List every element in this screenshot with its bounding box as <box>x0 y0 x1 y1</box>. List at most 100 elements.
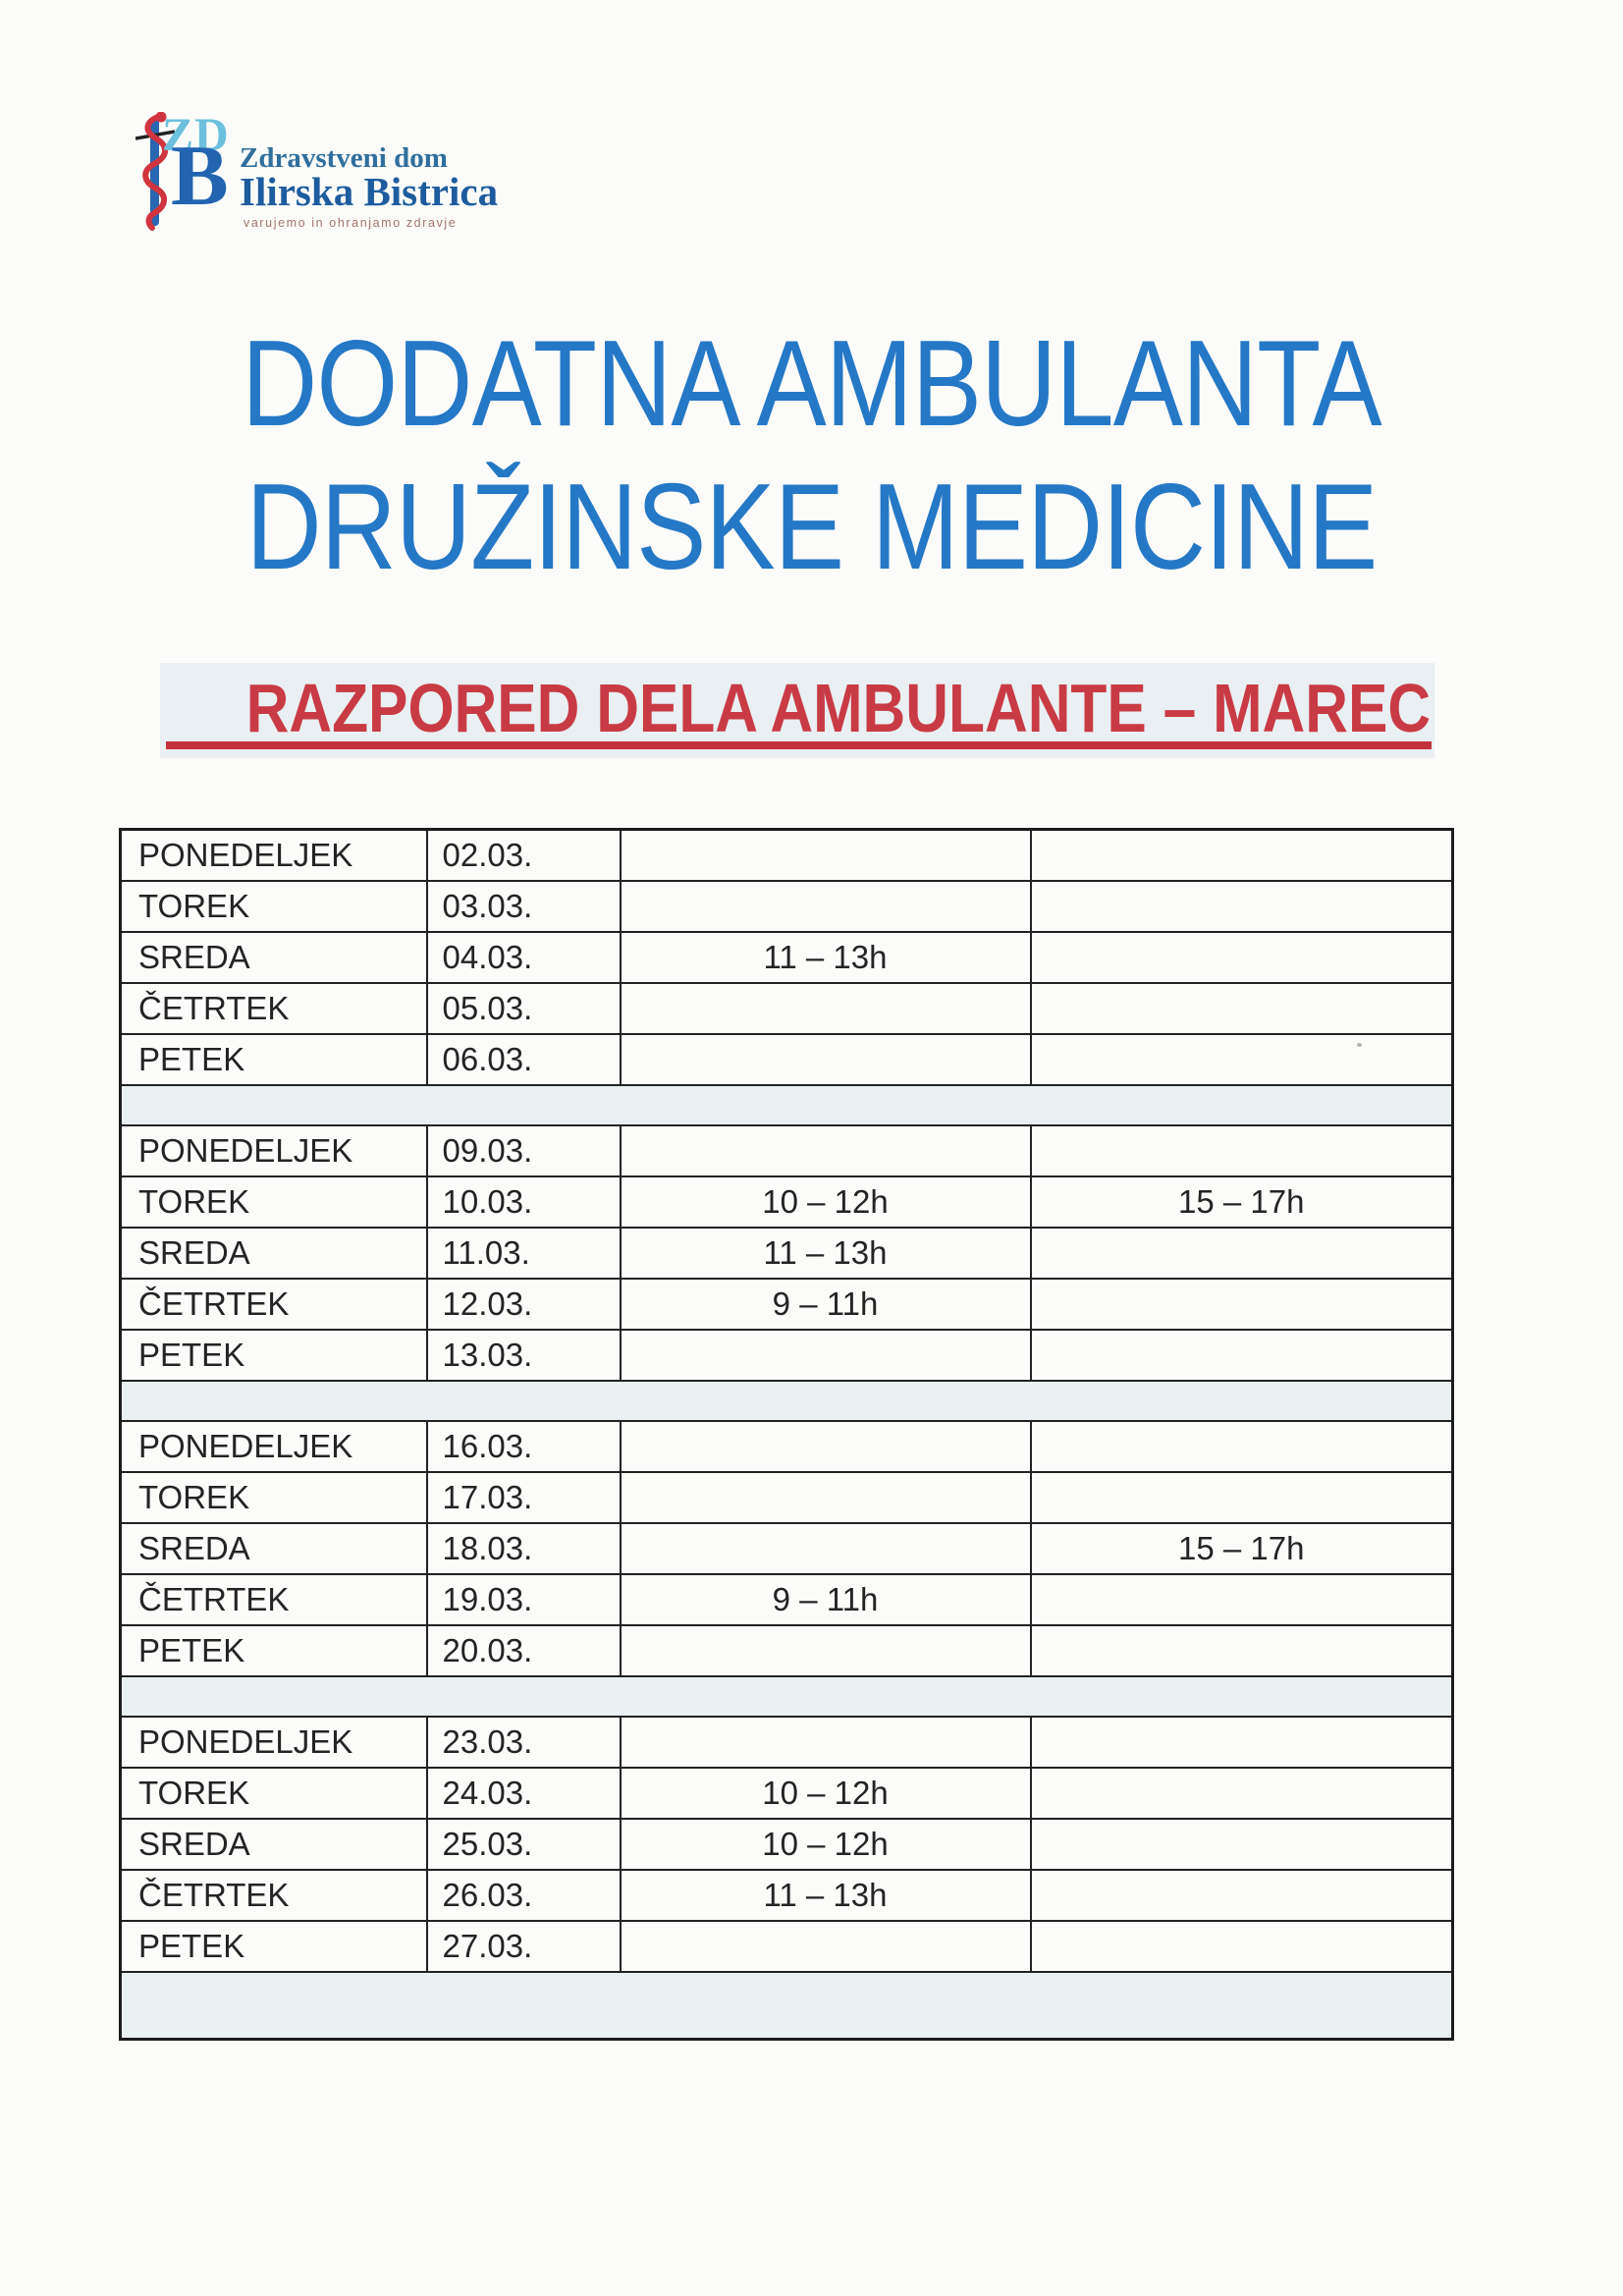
schedule-row: TOREK 10.03. 10 – 12h 15 – 17h <box>119 1175 1454 1229</box>
day-cell: ČETRTEK <box>119 1573 428 1626</box>
schedule-row: ČETRTEK 12.03. 9 – 11h <box>119 1278 1454 1331</box>
day-cell: PETEK <box>119 1920 428 1973</box>
time-slot-1-cell <box>619 828 1032 882</box>
day-cell: ČETRTEK <box>119 982 428 1035</box>
logo-monogram-zd: ZD <box>162 109 230 161</box>
day-cell: ČETRTEK <box>119 1278 428 1331</box>
page-title-line2: DRUŽINSKE MEDICINE <box>245 460 1379 595</box>
schedule-row: ČETRTEK 26.03. 11 – 13h <box>119 1869 1454 1922</box>
date-cell: 05.03. <box>425 982 622 1035</box>
time-slot-1-cell <box>619 1522 1032 1575</box>
time-slot-1-cell: 11 – 13h <box>619 1227 1032 1280</box>
time-slot-1-cell: 10 – 12h <box>619 1175 1032 1229</box>
date-cell: 24.03. <box>425 1767 622 1820</box>
time-slot-2-cell <box>1029 1124 1454 1177</box>
day-cell: SREDA <box>119 1227 428 1280</box>
day-cell: TOREK <box>119 1471 428 1524</box>
day-cell: TOREK <box>119 880 428 933</box>
time-slot-1-cell: 9 – 11h <box>619 1573 1032 1626</box>
time-slot-2-cell <box>1029 1227 1454 1280</box>
date-cell: 16.03. <box>425 1420 622 1473</box>
org-tagline: varujemo in ohranjamo zdravje <box>243 216 458 231</box>
schedule-row: PONEDELJEK 23.03. <box>119 1716 1454 1769</box>
week-separator-cell <box>119 1380 1454 1422</box>
time-slot-1-cell <box>619 1033 1032 1086</box>
subtitle-text: RAZPORED DELA AMBULANTE – MAREC <box>245 670 1432 746</box>
page-title: DODATNA AMBULANTA DRUŽINSKE MEDICINE <box>0 312 1623 599</box>
week-separator-cell <box>119 1971 1454 2041</box>
week-separator-row <box>119 1084 1454 1126</box>
day-cell: SREDA <box>119 1818 428 1871</box>
schedule-row: ČETRTEK 19.03. 9 – 11h <box>119 1573 1454 1626</box>
schedule-row: PETEK 13.03. <box>119 1329 1454 1382</box>
time-slot-1-cell <box>619 1920 1032 1973</box>
schedule-row: SREDA 25.03. 10 – 12h <box>119 1818 1454 1871</box>
week-separator-row <box>119 1380 1454 1422</box>
subtitle-underline <box>166 741 1432 749</box>
clinic-logo: ZD B Zdravstveni dom Ilirska Bistrica va… <box>135 110 548 247</box>
day-cell: PETEK <box>119 1033 428 1086</box>
time-slot-2-cell <box>1029 1869 1454 1922</box>
time-slot-1-cell <box>619 1471 1032 1524</box>
time-slot-1-cell <box>619 982 1032 1035</box>
schedule-row: PETEK 06.03. <box>119 1033 1454 1086</box>
schedule-row: SREDA 11.03. 11 – 13h <box>119 1227 1454 1280</box>
schedule-row: TOREK 24.03. 10 – 12h <box>119 1767 1454 1820</box>
time-slot-2-cell <box>1029 1420 1454 1473</box>
time-slot-2-cell <box>1029 1573 1454 1626</box>
date-cell: 20.03. <box>425 1624 622 1677</box>
time-slot-2-cell <box>1029 1920 1454 1973</box>
org-name-line2: Ilirska Bistrica <box>240 169 499 215</box>
day-cell: PONEDELJEK <box>119 1716 428 1769</box>
time-slot-2-cell <box>1029 1818 1454 1871</box>
day-cell: TOREK <box>119 1175 428 1229</box>
day-cell: PONEDELJEK <box>119 828 428 882</box>
time-slot-1-cell <box>619 1716 1032 1769</box>
date-cell: 17.03. <box>425 1471 622 1524</box>
time-slot-2-cell <box>1029 1329 1454 1382</box>
date-cell: 26.03. <box>425 1869 622 1922</box>
time-slot-2-cell <box>1029 1033 1454 1086</box>
asclepius-staff-icon <box>135 112 175 231</box>
time-slot-2-cell <box>1029 1471 1454 1524</box>
time-slot-1-cell: 11 – 13h <box>619 1869 1032 1922</box>
date-cell: 27.03. <box>425 1920 622 1973</box>
time-slot-1-cell <box>619 880 1032 933</box>
week-separator-cell <box>119 1675 1454 1718</box>
org-name-line1: Zdravstveni dom <box>240 142 448 174</box>
week-separator-cell <box>119 1084 1454 1126</box>
time-slot-1-cell <box>619 1624 1032 1677</box>
schedule-row: ČETRTEK 05.03. <box>119 982 1454 1035</box>
time-slot-1-cell: 9 – 11h <box>619 1278 1032 1331</box>
date-cell: 09.03. <box>425 1124 622 1177</box>
time-slot-2-cell <box>1029 982 1454 1035</box>
day-cell: PONEDELJEK <box>119 1420 428 1473</box>
time-slot-1-cell <box>619 1329 1032 1382</box>
date-cell: 06.03. <box>425 1033 622 1086</box>
date-cell: 12.03. <box>425 1278 622 1331</box>
day-cell: SREDA <box>119 1522 428 1575</box>
schedule-row: PETEK 27.03. <box>119 1920 1454 1973</box>
day-cell: PETEK <box>119 1329 428 1382</box>
page-title-line1: DODATNA AMBULANTA <box>242 316 1381 452</box>
time-slot-2-cell <box>1029 1278 1454 1331</box>
subtitle-band: RAZPORED DELA AMBULANTE – MAREC <box>160 663 1434 758</box>
time-slot-1-cell: 11 – 13h <box>619 931 1032 984</box>
date-cell: 02.03. <box>425 828 622 882</box>
day-cell: SREDA <box>119 931 428 984</box>
schedule-row: SREDA 04.03. 11 – 13h <box>119 931 1454 984</box>
day-cell: PETEK <box>119 1624 428 1677</box>
time-slot-2-cell <box>1029 931 1454 984</box>
schedule-row: PONEDELJEK 02.03. <box>119 828 1454 882</box>
time-slot-2-cell: 15 – 17h <box>1029 1522 1454 1575</box>
schedule-row: PONEDELJEK 09.03. <box>119 1124 1454 1177</box>
date-cell: 23.03. <box>425 1716 622 1769</box>
day-cell: ČETRTEK <box>119 1869 428 1922</box>
time-slot-2-cell <box>1029 828 1454 882</box>
date-cell: 19.03. <box>425 1573 622 1626</box>
schedule-row: PONEDELJEK 16.03. <box>119 1420 1454 1473</box>
logo-text-block: Zdravstveni dom Ilirska Bistrica varujem… <box>240 142 499 231</box>
day-cell: PONEDELJEK <box>119 1124 428 1177</box>
time-slot-2-cell <box>1029 880 1454 933</box>
